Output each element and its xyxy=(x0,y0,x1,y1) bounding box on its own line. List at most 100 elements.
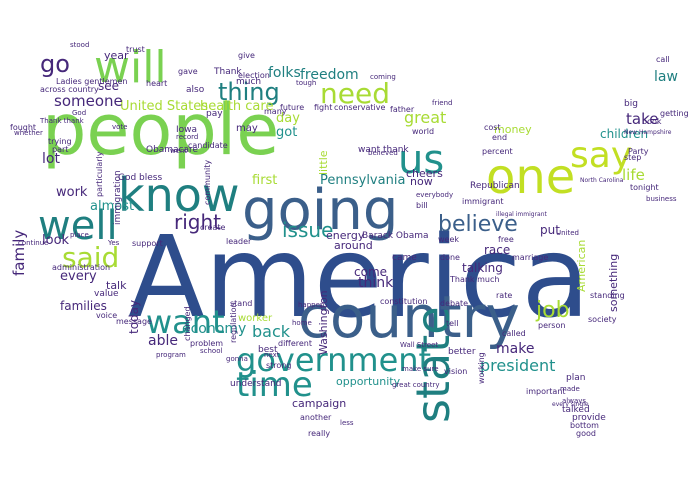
word-god: God xyxy=(72,109,87,117)
word-election: election xyxy=(238,71,270,80)
word-happen: happen xyxy=(298,301,325,309)
word-issue: issue xyxy=(282,218,334,242)
word-conservative: conservative xyxy=(334,103,386,112)
word-people: people xyxy=(42,89,280,171)
word-say: say xyxy=(570,135,633,176)
word-wall-street: Wall Street xyxy=(400,341,439,349)
word-families: families xyxy=(60,299,107,313)
word-immigration: immigration xyxy=(113,170,123,225)
word-plan: plan xyxy=(566,373,586,383)
word-leader: leader xyxy=(226,237,252,246)
word-back: back xyxy=(252,322,291,341)
word-around: around xyxy=(334,239,373,252)
word-america: America xyxy=(128,213,590,343)
word-best: best xyxy=(258,345,278,355)
word-another: another xyxy=(300,413,332,422)
word-illegal-immigrant: illegal immigrant xyxy=(496,211,547,218)
word-administration: administration xyxy=(52,263,111,272)
word-able: able xyxy=(148,333,178,349)
word-north-carolina: North Carolina xyxy=(580,177,624,184)
word-provide: provide xyxy=(572,413,606,423)
word-family: family xyxy=(10,229,28,276)
word-yes: Yes xyxy=(108,239,120,247)
word-made: made xyxy=(560,385,580,393)
word-new-hampshire: New Hampshire xyxy=(624,129,672,136)
word-american: American xyxy=(575,239,588,292)
word-good: good xyxy=(576,429,596,438)
word-changed: changed xyxy=(183,306,192,341)
word-pay: pay xyxy=(206,109,223,119)
word-united: United xyxy=(556,229,579,237)
word-vision: vision xyxy=(444,367,468,376)
word-stand: stand xyxy=(230,299,253,308)
word-said: said xyxy=(62,241,120,274)
word-see: see xyxy=(98,79,120,93)
word-called: called xyxy=(502,329,526,338)
word-every: every xyxy=(60,269,97,284)
word-make-sure: make sure xyxy=(402,365,439,373)
word-voice: voice xyxy=(96,311,118,320)
word-tough: tough xyxy=(296,79,317,87)
word-life: life xyxy=(622,166,645,184)
word-person: person xyxy=(538,321,566,330)
word-thing: thing xyxy=(218,78,280,106)
word-great: great xyxy=(404,108,447,127)
word-fight: fight xyxy=(314,103,333,112)
word-campaign: campaign xyxy=(292,397,347,410)
word-step: step xyxy=(624,153,642,162)
word-energy: energy xyxy=(326,229,365,242)
word-important: important xyxy=(526,387,566,396)
word-cheers: cheers xyxy=(406,167,443,180)
word-children: children xyxy=(600,127,649,141)
word-society: society xyxy=(588,315,617,324)
word-lot: lot xyxy=(42,151,60,167)
word-trying: trying xyxy=(48,137,72,146)
word-going: going xyxy=(242,178,399,243)
word-gonna: gonna xyxy=(226,355,248,363)
word-well: well xyxy=(38,203,118,249)
word-vote: vote xyxy=(112,123,128,131)
word-almost: almost xyxy=(90,199,135,214)
word-now: now xyxy=(410,175,433,188)
word-candidate: candidate xyxy=(188,141,228,150)
word-talk: talk xyxy=(106,279,127,292)
word-thank-thank: Thank thank xyxy=(40,117,84,125)
word-school: school xyxy=(200,347,223,355)
word-done: done xyxy=(440,253,460,262)
word-freedom: freedom xyxy=(300,67,359,83)
word-god-bless: God bless xyxy=(118,173,163,183)
word-take: take xyxy=(626,110,659,128)
word-government: government xyxy=(236,341,432,379)
word-came: came xyxy=(392,253,417,263)
word-barack-obama: Barack Obama xyxy=(362,231,429,241)
word-community: community xyxy=(203,159,212,205)
word-want-thank: want thank xyxy=(358,145,409,155)
word-everybody: everybody xyxy=(416,191,454,199)
word-part: part xyxy=(52,145,69,154)
word-country: country xyxy=(298,283,520,351)
word-next: next xyxy=(264,351,280,359)
word-coming: coming xyxy=(370,73,396,81)
word-stood: stood xyxy=(70,41,90,49)
word-ladies-gentlemen: Ladies gentlemen xyxy=(56,77,128,86)
word-thank-much: Thank much xyxy=(450,275,500,284)
word-less: less xyxy=(340,419,354,427)
word-support: support xyxy=(132,239,163,248)
word-whether: whether xyxy=(14,129,43,137)
word-father: father xyxy=(390,105,415,114)
word-tell: tell xyxy=(446,319,459,328)
word-call: call xyxy=(656,55,670,64)
word-problem: problem xyxy=(190,339,224,348)
word-look: look xyxy=(42,233,70,248)
word-working: working xyxy=(477,352,486,384)
word-business: business xyxy=(646,195,677,203)
word-want: want xyxy=(146,303,225,341)
word-make: make xyxy=(496,341,535,357)
word-race: race xyxy=(484,243,511,257)
word-put: put xyxy=(540,223,560,237)
word-place: place xyxy=(70,231,89,239)
word-think: think xyxy=(358,275,394,291)
word-year: year xyxy=(104,49,129,62)
word-immigrant: immigrant xyxy=(462,197,504,206)
word-book: book xyxy=(642,117,662,126)
